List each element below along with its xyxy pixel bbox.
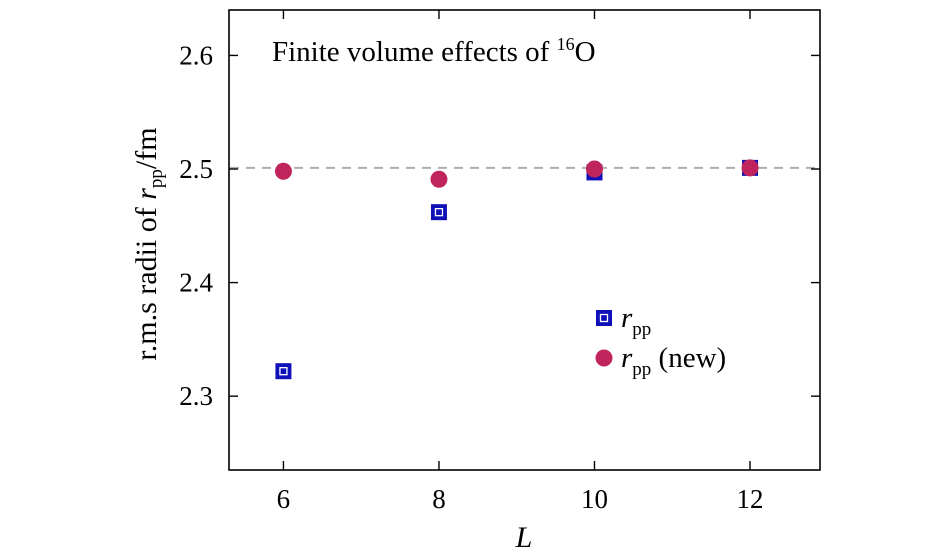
data-points-layer xyxy=(274,159,759,380)
y-axis-label: r.m.s radii of rpp/fm xyxy=(130,127,167,360)
y-tick-label: 2.4 xyxy=(179,268,213,298)
axis-ticks-layer: 6 8 10 12 2.3 2.4 2.5 2.6 xyxy=(179,10,820,514)
legend-marker-square xyxy=(596,310,612,326)
legend-square-mark xyxy=(596,310,612,326)
data-point-rpp-new xyxy=(274,162,292,180)
x-tick-label: 6 xyxy=(277,484,291,514)
data-point-rpp xyxy=(275,363,292,380)
legend-label-rpp: rpp xyxy=(621,302,651,340)
x-tick-label: 10 xyxy=(581,484,608,514)
x-axis-label: L xyxy=(515,521,533,554)
x-tick-label: 8 xyxy=(432,484,446,514)
data-point-rpp-new xyxy=(741,159,759,177)
plot-area xyxy=(228,9,821,471)
data-point-rpp xyxy=(430,204,447,221)
y-tick-label: 2.5 xyxy=(179,154,213,184)
y-tick-label: 2.3 xyxy=(179,381,213,411)
x-tick-label: 12 xyxy=(737,484,764,514)
y-tick-label: 2.6 xyxy=(179,40,213,70)
data-point-rpp-new xyxy=(430,170,448,188)
chart-title: Finite volume effects of 16O xyxy=(272,34,596,68)
data-point-rpp-new xyxy=(585,160,603,178)
legend-item-rpp-new: rpp (new) xyxy=(595,342,726,380)
legend-circle-mark xyxy=(595,349,613,367)
legend-item-rpp: rpp xyxy=(596,302,651,340)
plot-frame xyxy=(228,9,821,471)
legend: rpp rpp (new) xyxy=(595,302,726,380)
legend-marker-circle xyxy=(595,349,613,367)
legend-label-rpp-new: rpp (new) xyxy=(621,342,726,380)
